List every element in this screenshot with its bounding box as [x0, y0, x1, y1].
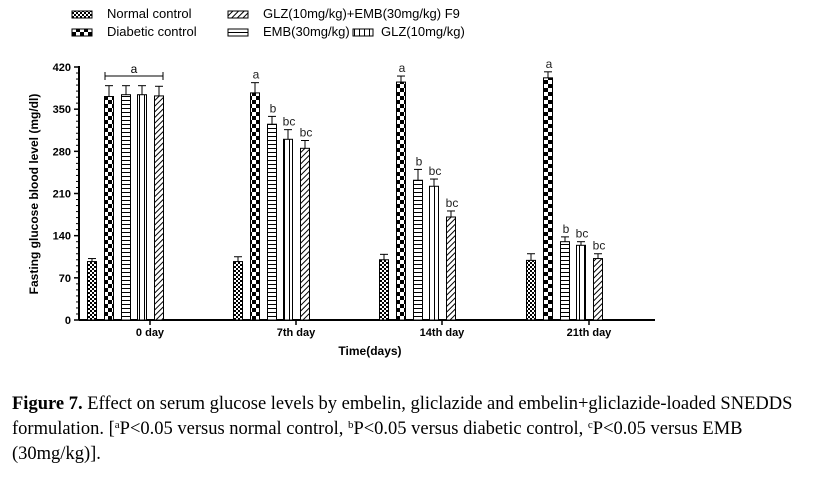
sup-c: c: [587, 419, 593, 431]
bar-large-check: [543, 77, 553, 321]
bar-horizontal: [413, 179, 423, 321]
caption-text: Effect on serum glucose levels by embeli…: [12, 394, 793, 439]
axes: 0 70 140 210 280 350 420 0 day 7th day 14th day 21…: [53, 62, 655, 339]
bar-large-check: [250, 92, 260, 321]
legend-swatch-large-check: [71, 28, 93, 37]
x-tick-label: 7th day: [277, 327, 316, 339]
legend-label: Normal control: [107, 6, 192, 21]
bar-horizontal: [121, 94, 131, 321]
bar-small-check: [526, 259, 536, 321]
significance-label: bc: [283, 115, 296, 129]
significance-label: a: [399, 61, 406, 75]
bar-chart: Normal control Diabetic control GLZ(10mg/k…: [27, 6, 655, 358]
significance-label: b: [416, 154, 423, 168]
bar-small-check: [87, 261, 97, 321]
bar-small-check: [233, 261, 243, 321]
legend-swatch-vertical: [352, 28, 374, 37]
legend-swatch-diagonal: [227, 10, 249, 19]
bar-large-check: [104, 96, 114, 321]
bar-vertical: [283, 138, 293, 321]
legend-label: EMB(30mg/kg): [263, 24, 350, 39]
x-tick-label: 21th day: [567, 327, 613, 339]
legend-label: GLZ(10mg/kg)+EMB(30mg/kg) F9: [263, 6, 460, 21]
bar-vertical: [137, 94, 147, 321]
bar-diagonal: [593, 258, 603, 321]
figure-number: Figure 7.: [12, 394, 83, 414]
significance-label: bc: [446, 196, 459, 210]
bar-large-check: [396, 81, 406, 321]
figure-caption: Figure 7. Effect on serum glucose levels…: [12, 392, 812, 467]
bar-diagonal: [300, 147, 310, 321]
significance-label: bc: [593, 239, 606, 253]
y-axis-title: Fasting glucose blood level (mg/dl): [27, 94, 41, 295]
significance-label: bc: [576, 227, 589, 241]
x-axis-title: Time(days): [338, 344, 401, 358]
legend-label: GLZ(10mg/kg): [381, 24, 465, 39]
legend-label: Diabetic control: [107, 24, 197, 39]
x-tick-label: 0 day: [136, 327, 165, 339]
significance-label: bc: [300, 125, 313, 139]
y-tick-label: 140: [53, 231, 71, 243]
sup-b: b: [347, 419, 354, 431]
y-tick-label: 350: [53, 104, 71, 116]
caption-part-c: P<0.05 versus EMB (30mg/kg)].: [12, 419, 743, 464]
bar-horizontal: [560, 241, 570, 321]
bar-small-check: [379, 259, 389, 321]
legend: Normal control Diabetic control GLZ(10mg/k…: [71, 6, 465, 39]
bar-vertical: [576, 244, 586, 321]
y-tick-label: 420: [53, 62, 71, 74]
bar-horizontal: [267, 123, 277, 321]
bar-diagonal: [446, 216, 456, 321]
significance-label: bc: [429, 164, 442, 178]
y-tick-label: 0: [65, 315, 71, 327]
y-tick-label: 280: [53, 146, 71, 158]
significance-label: b: [270, 101, 277, 115]
legend-swatch-small-check: [71, 10, 93, 19]
x-tick-label: 14th day: [420, 327, 466, 339]
bar-diagonal: [154, 95, 164, 321]
y-tick-label: 210: [53, 189, 71, 201]
bracket-label: a: [131, 62, 138, 76]
bar-vertical: [429, 185, 439, 321]
caption-part-b: P<0.05 versus diabetic control,: [353, 419, 588, 439]
legend-swatch-horizontal: [227, 28, 249, 37]
sup-a: a: [114, 419, 120, 431]
significance-label: a: [253, 68, 260, 82]
y-tick-label: 70: [59, 273, 71, 285]
significance-label: b: [563, 222, 570, 236]
caption-part-a: P<0.05 versus normal control,: [119, 419, 348, 439]
significance-label: a: [546, 57, 553, 71]
